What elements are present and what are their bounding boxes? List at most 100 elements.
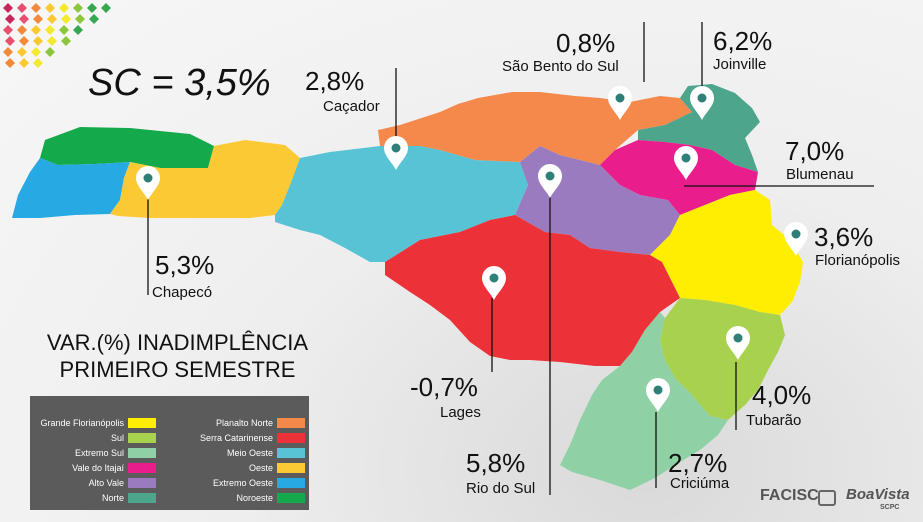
location-pin-dot	[653, 385, 663, 395]
criciuma-name: Criciúma	[670, 475, 730, 492]
legend-swatch	[128, 463, 156, 473]
legend-label: Vale do Itajaí	[72, 463, 124, 473]
location-pin-icon	[608, 86, 632, 120]
region-extremo-sul	[560, 312, 728, 490]
decorative-dot	[45, 47, 55, 57]
legend-item: Sul	[30, 431, 160, 445]
region-norte	[638, 84, 760, 172]
region-meio-oeste	[275, 146, 528, 262]
criciuma-value: 2,7%	[668, 448, 728, 478]
location-pin-dot	[489, 273, 499, 283]
location-pin-icon	[538, 164, 562, 198]
decorative-dot	[31, 47, 41, 57]
legend-label: Extremo Oeste	[212, 478, 273, 488]
decorative-dot	[31, 25, 41, 35]
rio-do-sul-value: 5,8%	[466, 448, 526, 478]
location-pin-icon	[482, 266, 506, 300]
decorative-dot	[73, 3, 83, 13]
location-pin-dot	[391, 143, 401, 153]
location-pin-icon	[784, 222, 808, 256]
legend-swatch	[277, 493, 305, 503]
decorative-dot	[5, 14, 15, 24]
legend-swatch	[128, 418, 156, 428]
decorative-dot	[5, 58, 15, 68]
location-pin-icon	[384, 136, 408, 170]
region-oeste	[110, 140, 300, 218]
decorative-dot	[33, 36, 43, 46]
legend-item: Grande Florianópolis	[30, 416, 160, 430]
legend-swatch	[128, 478, 156, 488]
decorative-dot	[33, 14, 43, 24]
legend-label: Extremo Sul	[74, 448, 124, 458]
location-pin-dot	[733, 333, 743, 343]
legend-swatch	[277, 463, 305, 473]
legend-item: Alto Vale	[30, 476, 160, 490]
decorative-dot	[47, 36, 57, 46]
decorative-dot	[45, 25, 55, 35]
location-pin-dot	[681, 153, 691, 163]
decorative-dot	[17, 47, 27, 57]
location-pin-dot	[615, 93, 625, 103]
chapeco-name: Chapecó	[152, 284, 213, 301]
legend-label: Sul	[110, 433, 124, 443]
cacador-name: Caçador	[323, 98, 380, 115]
location-pin-dot	[143, 173, 153, 183]
decorative-dot	[3, 47, 13, 57]
decorative-dot	[59, 3, 69, 13]
location-pin-dot	[791, 229, 801, 239]
rio-do-sul-name: Rio do Sul	[466, 480, 536, 497]
decorative-dot	[19, 14, 29, 24]
blumenau-value: 7,0%	[785, 136, 845, 166]
legend-swatch	[277, 433, 305, 443]
legend-label: Serra Catarinense	[199, 433, 273, 443]
legend-item: Extremo Sul	[30, 446, 160, 460]
location-pin-icon	[646, 378, 670, 412]
joinville-name: Joinville	[713, 56, 767, 73]
city-markers	[136, 86, 808, 412]
decorative-dot	[17, 3, 27, 13]
legend: Grande Florianópolis Sul Extremo Sul Val…	[30, 396, 309, 510]
decorative-dot	[19, 58, 29, 68]
legend-item: Extremo Oeste	[170, 476, 305, 490]
lages-name: Lages	[440, 404, 481, 421]
decorative-dot	[19, 36, 29, 46]
sao-bento-value: 0,8%	[556, 28, 616, 58]
legend-item: Serra Catarinense	[170, 431, 305, 445]
cacador-value: 2,8%	[305, 66, 365, 96]
decorative-dot	[45, 3, 55, 13]
legend-swatch	[277, 478, 305, 488]
legend-swatch	[128, 493, 156, 503]
tubarao-value: 4,0%	[752, 380, 812, 410]
legend-swatch	[128, 448, 156, 458]
legend-item: Planalto Norte	[170, 416, 305, 430]
legend-item: Vale do Itajaí	[30, 461, 160, 475]
region-extremo-oeste	[12, 158, 130, 218]
facisc-logo: FACISC	[760, 487, 819, 504]
decorative-dot	[59, 25, 69, 35]
sao-bento-name: São Bento do Sul	[502, 58, 619, 75]
legend-item: Norte	[30, 491, 160, 505]
decorative-dot	[101, 3, 111, 13]
decorative-dot	[31, 3, 41, 13]
region-vale-do-itajai	[600, 140, 758, 215]
legend-swatch	[128, 433, 156, 443]
decorative-dot	[17, 25, 27, 35]
florianopolis-name: Florianópolis	[815, 252, 901, 269]
legend-swatch	[277, 418, 305, 428]
decorative-dot	[61, 36, 71, 46]
legend-label: Grande Florianópolis	[40, 418, 124, 428]
legend-item: Meio Oeste	[170, 446, 305, 460]
region-noroeste	[40, 127, 214, 168]
decorative-dot	[87, 3, 97, 13]
region-serra-catarinense	[385, 215, 680, 366]
blumenau-name: Blumenau	[786, 166, 854, 183]
decorative-dot	[73, 25, 83, 35]
legend-label: Meio Oeste	[226, 448, 273, 458]
boavista-sub: SCPC	[880, 504, 900, 511]
legend-item: Oeste	[170, 461, 305, 475]
florianopolis-value: 3,6%	[814, 222, 874, 252]
legend-label: Alto Vale	[88, 478, 124, 488]
decorative-dot	[3, 25, 13, 35]
region-sul	[660, 298, 785, 420]
